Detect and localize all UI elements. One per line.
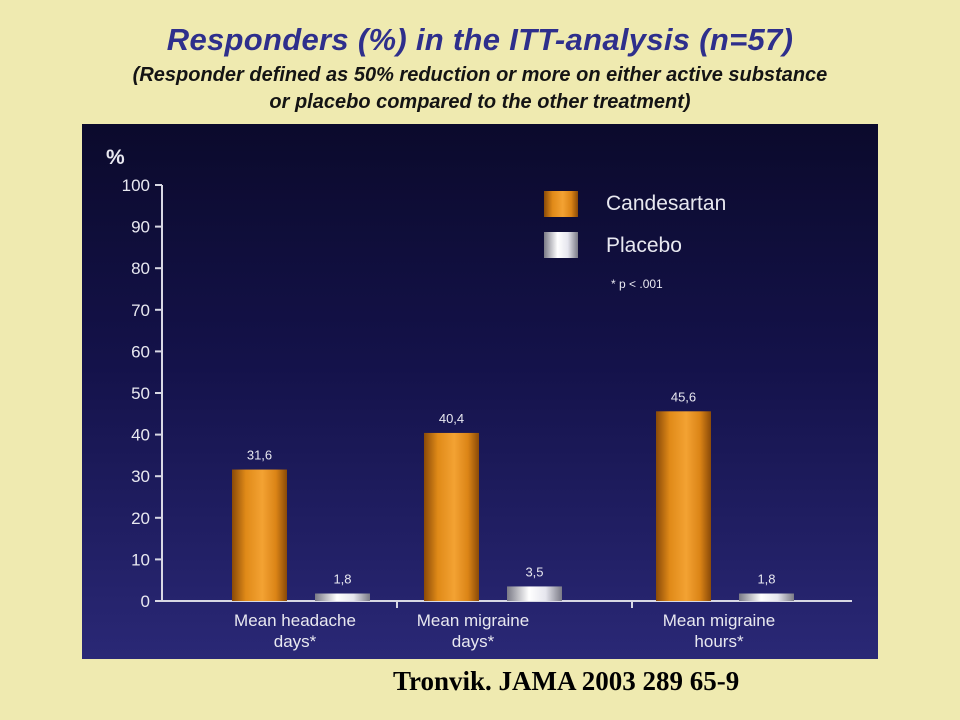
y-tick-label: 20: [131, 509, 150, 528]
x-category-label: hours*: [694, 632, 744, 651]
y-tick-label: 10: [131, 550, 150, 569]
y-tick-label: 70: [131, 301, 150, 320]
y-tick-label: 0: [141, 592, 150, 611]
placebo-bar: [315, 593, 370, 601]
candesartan-value-label: 31,6: [247, 448, 272, 463]
legend-footnote: * p < .001: [611, 277, 663, 291]
y-tick-label: 40: [131, 426, 150, 445]
slide-title: Responders (%) in the ITT-analysis (n=57…: [166, 22, 794, 57]
subtitle-line-1: (Responder defined as 50% reduction or m…: [132, 64, 828, 86]
y-tick-label: 30: [131, 467, 150, 486]
slide-subtitle: (Responder defined as 50% reduction or m…: [40, 62, 920, 116]
y-tick-label: 80: [131, 259, 150, 278]
candesartan-bar: [656, 411, 711, 601]
subtitle-line-2: or placebo compared to the other treatme…: [269, 91, 691, 113]
bar-chart: 0 10 20 30 40 50 60 70 80 90 100% 31,6 40,4 45,6 1,8 3,…: [106, 146, 852, 651]
y-axis-label: %: [106, 146, 125, 169]
y-tick-label: 60: [131, 342, 150, 361]
legend-label-candesartan: Candesartan: [606, 192, 726, 215]
y-tick-label: 50: [131, 384, 150, 403]
legend-swatch-placebo: [544, 232, 578, 258]
x-category-label: days*: [274, 632, 317, 651]
y-tick-label: 90: [131, 218, 150, 237]
candesartan-value-label: 45,6: [671, 389, 696, 404]
candesartan-bar: [424, 432, 479, 601]
chart-panel: 0 10 20 30 40 50 60 70 80 90 100% 31,6 40,4 45,6 1,8 3,…: [82, 124, 878, 659]
x-category-label: Mean migraine: [663, 611, 775, 630]
x-category-label: Mean headache: [234, 611, 356, 630]
candesartan-bar: [232, 469, 287, 601]
placebo-value-label: 1,8: [333, 572, 351, 587]
placebo-bar: [739, 593, 794, 601]
x-category-label: days*: [452, 632, 495, 651]
placebo-value-label: 3,5: [525, 564, 543, 579]
legend-swatch-candesartan: [544, 191, 578, 217]
legend-label-placebo: Placebo: [606, 234, 682, 257]
citation: Tronvik. JAMA 2003 289 65-9: [393, 666, 740, 696]
x-category-label: Mean migraine: [417, 611, 529, 630]
candesartan-value-label: 40,4: [439, 411, 464, 426]
placebo-bar: [507, 586, 562, 601]
y-tick-label: 100: [122, 176, 150, 195]
placebo-value-label: 1,8: [757, 572, 775, 587]
